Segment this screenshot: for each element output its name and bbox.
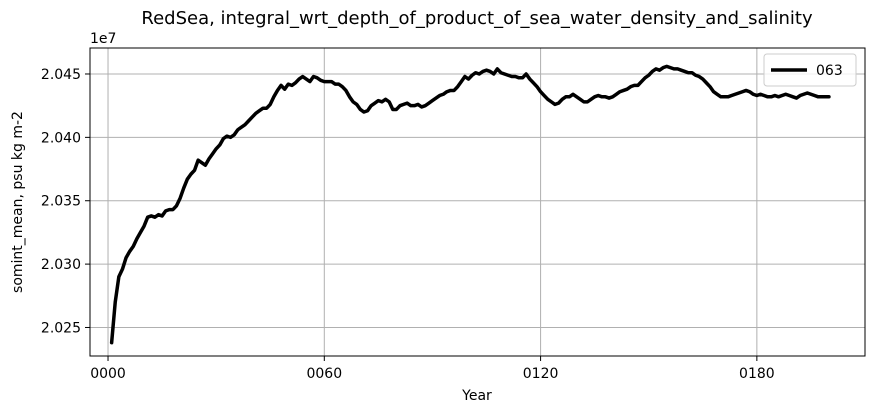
y-tick-label: 2.045 [41,67,81,83]
y-tick-label: 2.040 [41,130,81,146]
y-tick-label: 2.025 [41,320,81,336]
x-tick-label: 0120 [523,366,559,382]
x-tick-label: 0000 [90,366,126,382]
chart-title: RedSea, integral_wrt_depth_of_product_of… [141,8,813,29]
y-tick-label: 2.035 [41,194,81,210]
y-axis-label: somint_mean, psu kg m-2 [10,111,26,293]
y-axis-offset-label: 1e7 [90,31,116,47]
x-tick-label: 0060 [306,366,342,382]
series-layer [109,64,831,345]
legend: 063 [763,53,857,87]
x-axis-label: Year [461,388,492,404]
x-tick-label: 0180 [739,366,775,382]
grid-lines [90,48,865,356]
x-axis-ticks: 0000 0060 0120 0180 [90,356,775,382]
legend-box [763,53,857,87]
y-tick-label: 2.030 [41,257,81,273]
y-axis-ticks: 2.025 2.030 2.035 2.040 2.045 [41,67,90,336]
series-line-063 [109,64,831,345]
plot-area-frame [89,47,866,357]
legend-entry-label: 063 [816,63,843,79]
